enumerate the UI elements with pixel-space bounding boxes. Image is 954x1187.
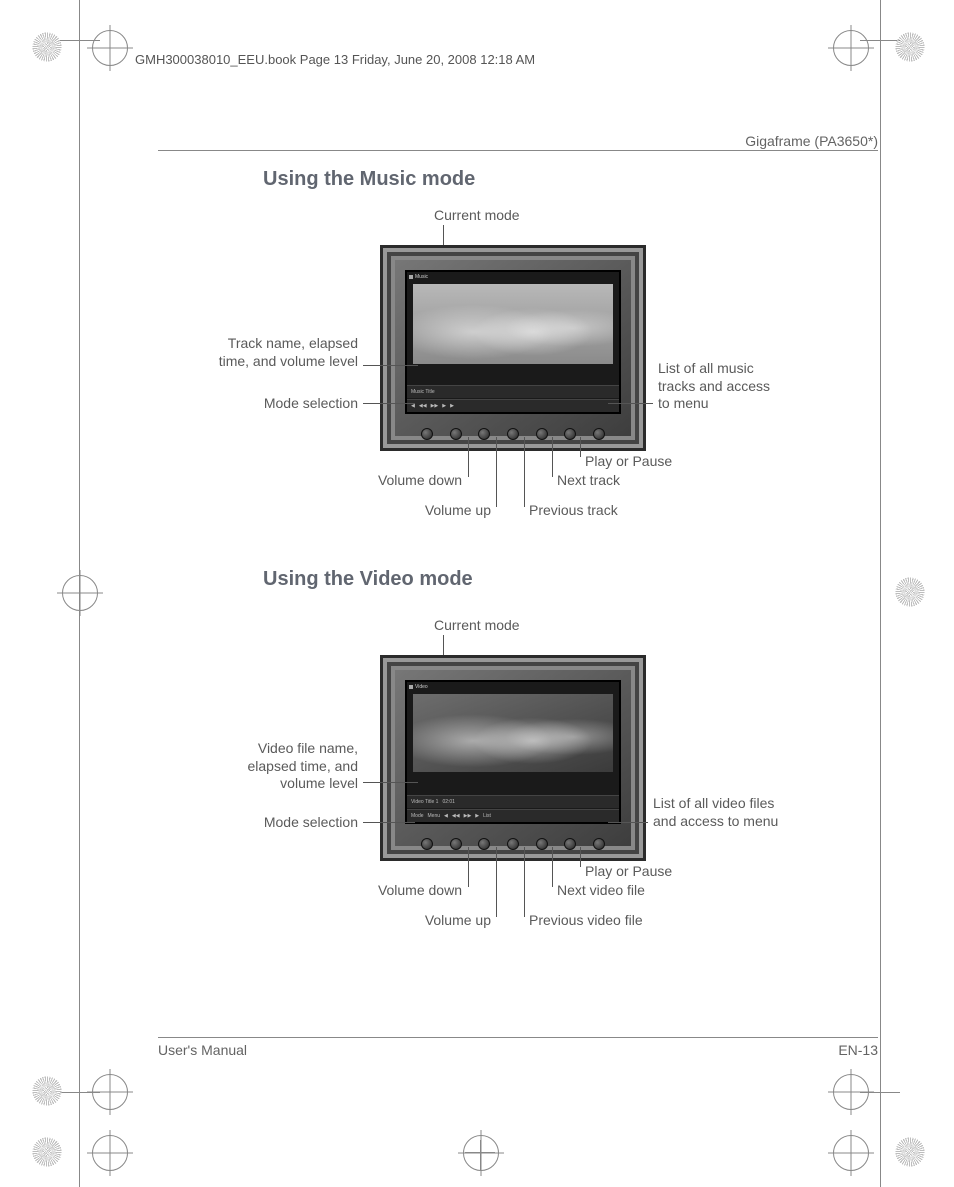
lead-line <box>524 847 525 917</box>
star-mark <box>893 1135 927 1169</box>
lead-line <box>496 847 497 917</box>
footer-right: EN-13 <box>838 1042 878 1058</box>
lead-line <box>552 437 553 477</box>
lead-line <box>524 437 525 507</box>
registration-mark <box>92 30 128 66</box>
lead-line <box>363 822 415 823</box>
icon-bar: ModeMenu◀◀◀▶▶▶List <box>407 809 619 822</box>
mode-tag: Music <box>409 274 428 280</box>
lead-line <box>580 847 581 867</box>
lead-line <box>468 847 469 887</box>
device-frame: Music Music Title ◀◀◀▶▶▶▶ <box>380 245 646 451</box>
device-screen: Video Video Title 102:01 ModeMenu◀◀◀▶▶▶L… <box>405 680 621 824</box>
hw-button <box>450 838 462 850</box>
page-content: Gigaframe (PA3650*) Using the Music mode… <box>158 100 878 1060</box>
label-vol-up-v: Volume up <box>416 912 491 930</box>
product-name: Gigaframe (PA3650*) <box>745 133 878 149</box>
label-mode-selection: Mode selection <box>246 395 358 413</box>
hw-button <box>536 838 548 850</box>
hw-button <box>507 838 519 850</box>
hw-button <box>421 428 433 440</box>
registration-mark <box>92 1074 128 1110</box>
label-vol-up: Volume up <box>416 502 491 520</box>
hw-button <box>478 428 490 440</box>
info-bar: Video Title 102:01 <box>407 795 619 808</box>
hw-button <box>593 428 605 440</box>
label-file-info: Video file name, elapsed time, and volum… <box>228 740 358 793</box>
device-screen: Music Music Title ◀◀◀▶▶▶▶ <box>405 270 621 414</box>
device-buttons <box>413 428 613 440</box>
top-rule <box>158 150 878 151</box>
registration-mark <box>463 1135 499 1171</box>
registration-mark <box>62 575 98 611</box>
hw-button <box>593 838 605 850</box>
label-track-info: Track name, elapsed time, and volume lev… <box>198 335 358 370</box>
hw-button <box>421 838 433 850</box>
music-diagram: Current mode Music Music Title ◀◀◀▶▶▶▶ <box>158 200 878 530</box>
icon-bar: ◀◀◀▶▶▶▶ <box>407 399 619 412</box>
label-play-pause: Play or Pause <box>585 453 672 471</box>
bottom-rule <box>158 1037 878 1038</box>
info-bar: Music Title <box>407 385 619 398</box>
screen-content <box>413 694 613 772</box>
footer-left: User's Manual <box>158 1042 247 1058</box>
hw-button <box>564 428 576 440</box>
label-list-access-v: List of all video files and access to me… <box>653 795 778 830</box>
lead-line <box>608 822 648 823</box>
label-vol-down-v: Volume down <box>370 882 462 900</box>
lead-line <box>468 437 469 477</box>
section-title-music: Using the Music mode <box>263 168 475 191</box>
lead-line <box>552 847 553 887</box>
lead-line <box>496 437 497 507</box>
registration-mark <box>92 1135 128 1171</box>
lead-line <box>363 365 418 366</box>
star-mark <box>893 575 927 609</box>
registration-mark <box>833 1074 869 1110</box>
star-mark <box>30 1074 64 1108</box>
section-title-video: Using the Video mode <box>263 568 473 591</box>
star-mark <box>30 30 64 64</box>
video-diagram: Current mode Video Video Title 102:01 Mo… <box>158 610 878 940</box>
mode-tag: Video <box>409 684 428 690</box>
lead-line <box>363 782 418 783</box>
label-next-video: Next video file <box>557 882 645 900</box>
device-frame: Video Video Title 102:01 ModeMenu◀◀◀▶▶▶L… <box>380 655 646 861</box>
label-list-access: List of all music tracks and access to m… <box>658 360 770 413</box>
hw-button <box>450 428 462 440</box>
crop-line-right <box>880 0 881 1187</box>
registration-mark <box>833 1135 869 1171</box>
hw-button <box>564 838 576 850</box>
print-header: GMH300038010_EEU.book Page 13 Friday, Ju… <box>135 52 535 67</box>
label-current-mode: Current mode <box>434 207 520 225</box>
label-vol-down: Volume down <box>370 472 462 490</box>
star-mark <box>893 30 927 64</box>
star-mark <box>30 1135 64 1169</box>
label-next-track: Next track <box>557 472 620 490</box>
label-current-mode-v: Current mode <box>434 617 520 635</box>
lead-line <box>580 437 581 457</box>
registration-mark <box>833 30 869 66</box>
hw-button <box>478 838 490 850</box>
label-mode-selection-v: Mode selection <box>246 814 358 832</box>
screen-content <box>413 284 613 364</box>
hw-button <box>536 428 548 440</box>
label-prev-track: Previous track <box>529 502 618 520</box>
hw-button <box>507 428 519 440</box>
device-buttons <box>413 838 613 850</box>
lead-line <box>363 403 415 404</box>
lead-line <box>608 403 653 404</box>
label-play-pause-v: Play or Pause <box>585 863 672 881</box>
label-prev-video: Previous video file <box>529 912 643 930</box>
